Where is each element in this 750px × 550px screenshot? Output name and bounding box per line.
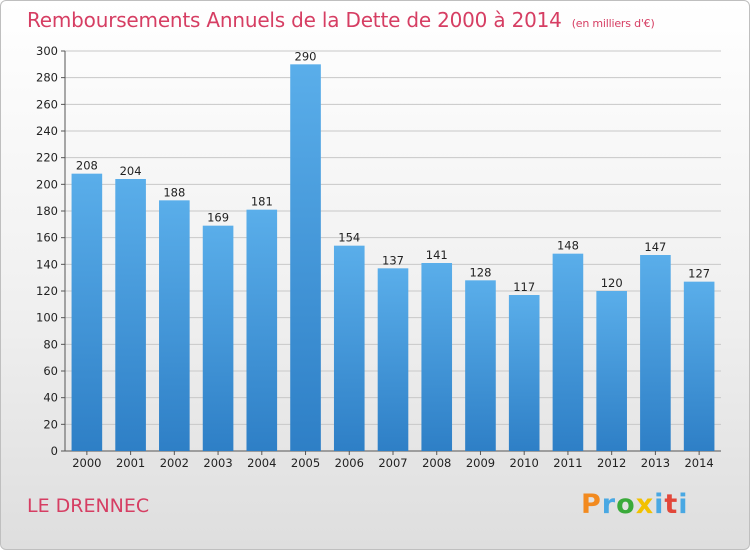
bar[interactable]	[246, 209, 278, 451]
bar[interactable]	[508, 295, 540, 451]
x-tick-label: 2000	[72, 456, 101, 470]
y-tick-label: 220	[36, 151, 58, 165]
commune-name: LE DRENNEC	[27, 495, 150, 517]
x-tick-label: 2012	[597, 456, 626, 470]
proxiti-logo[interactable]: Proxiti	[581, 489, 689, 520]
bar[interactable]	[683, 281, 715, 451]
logo-letter: r	[601, 489, 617, 520]
y-tick-label: 20	[43, 417, 58, 431]
bar[interactable]	[115, 179, 146, 451]
y-tick-label: 100	[36, 311, 58, 325]
title-text: Remboursements Annuels de la Dette de 20…	[27, 8, 562, 32]
y-tick-label: 120	[36, 284, 58, 298]
bar[interactable]	[202, 225, 234, 451]
bar-value-label: 204	[120, 164, 142, 178]
bar[interactable]	[552, 253, 584, 451]
bar-value-label: 188	[163, 185, 185, 199]
logo-letter: x	[635, 489, 655, 520]
y-tick-label: 260	[36, 97, 58, 111]
logo-letter: o	[616, 489, 636, 520]
unit-label: (en milliers d'€)	[571, 17, 655, 30]
labels: 0 20 40 60 80 100 120 140 160 180 200 220 240 260 280 3…	[36, 44, 714, 470]
bar-value-label: 148	[557, 239, 579, 253]
x-tick-label: 2013	[641, 456, 670, 470]
bar-value-label: 181	[251, 195, 273, 209]
bar[interactable]	[333, 245, 365, 451]
x-tick-label: 2014	[684, 456, 713, 470]
x-tick-label: 2005	[291, 456, 320, 470]
y-tick-label: 280	[36, 71, 58, 85]
bar[interactable]	[640, 255, 671, 451]
y-tick-label: 240	[36, 124, 58, 138]
y-tick-label: 40	[43, 391, 58, 405]
bar[interactable]	[71, 173, 103, 451]
x-tick-label: 2003	[203, 456, 232, 470]
y-tick-label: 80	[43, 337, 58, 351]
bar-value-label: 169	[207, 211, 229, 225]
bar[interactable]	[421, 263, 453, 451]
x-tick-label: 2009	[466, 456, 495, 470]
x-tick-label: 2007	[378, 456, 407, 470]
bar[interactable]	[596, 291, 627, 451]
y-tick-label: 300	[36, 44, 58, 58]
bar-value-label: 127	[688, 267, 710, 281]
bar-value-label: 117	[513, 280, 535, 294]
y-tick-label: 0	[51, 444, 58, 458]
bar-value-label: 137	[382, 253, 404, 267]
chart-title: Remboursements Annuels de la Dette de 20…	[27, 8, 655, 32]
x-tick-label: 2004	[247, 456, 276, 470]
x-tick-label: 2008	[422, 456, 451, 470]
y-tick-label: 180	[36, 204, 58, 218]
bar[interactable]	[290, 64, 321, 452]
bar-value-label: 147	[644, 240, 666, 254]
logo-letter: P	[581, 489, 602, 520]
logo-letter: i	[654, 489, 665, 520]
bars	[71, 64, 715, 452]
logo-letter: i	[678, 489, 689, 520]
x-tick-label: 2006	[335, 456, 364, 470]
bar[interactable]	[159, 200, 190, 451]
logo-letter: t	[664, 489, 679, 520]
x-tick-label: 2010	[510, 456, 539, 470]
x-tick-label: 2011	[553, 456, 582, 470]
bar-value-label: 290	[295, 49, 317, 63]
y-tick-label: 140	[36, 257, 58, 271]
bar-value-label: 208	[76, 159, 98, 173]
bar-value-label: 141	[426, 248, 448, 262]
bar[interactable]	[377, 268, 409, 451]
x-tick-label: 2001	[116, 456, 145, 470]
bar-value-label: 128	[469, 265, 491, 279]
bar-value-label: 154	[338, 231, 360, 245]
bar[interactable]	[465, 280, 496, 451]
y-tick-label: 160	[36, 231, 58, 245]
bar-value-label: 120	[601, 276, 623, 290]
x-tick-label: 2002	[160, 456, 189, 470]
y-tick-label: 60	[43, 364, 58, 378]
y-tick-label: 200	[36, 177, 58, 191]
